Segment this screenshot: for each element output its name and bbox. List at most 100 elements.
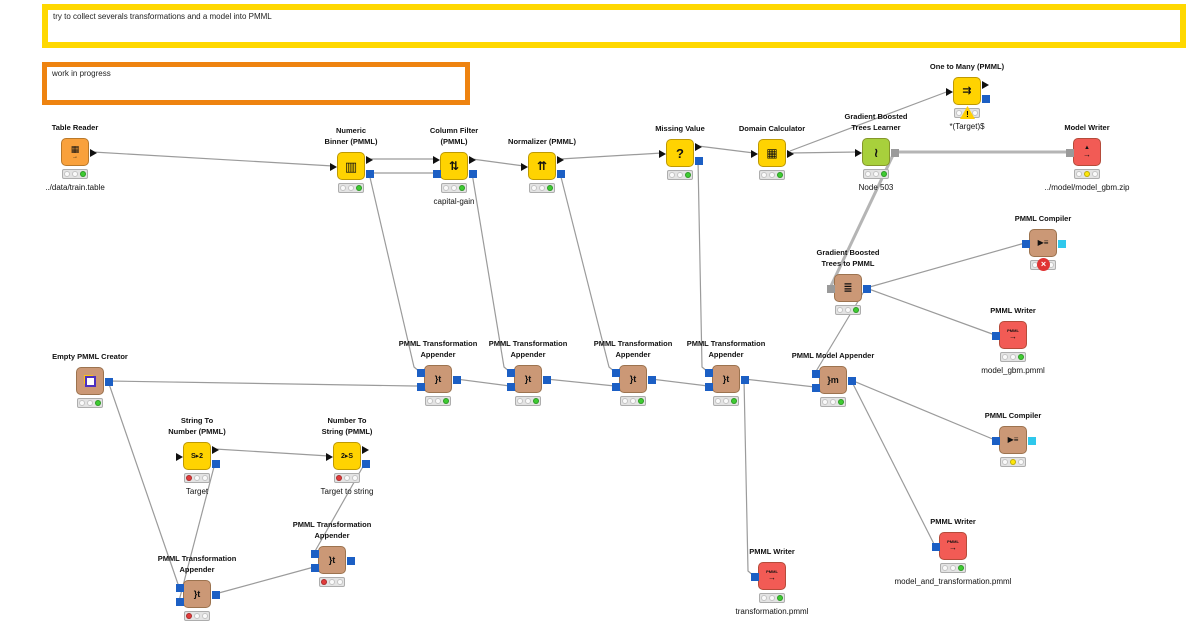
edge-5-data[interactable] [559, 152, 663, 160]
numeric-binner-in-tri-port[interactable] [330, 163, 337, 171]
pmml-compiler-1-out-cyan-port[interactable] [1058, 240, 1066, 248]
node-pmml-writer-2[interactable]: PMML → [751, 562, 786, 590]
column-filter-in-pmml-port[interactable] [433, 170, 441, 178]
transformation-appender-1-in-pmml-port[interactable] [417, 383, 425, 391]
node-transformation-appender-b[interactable]: }t [311, 546, 355, 574]
pmml-model-appender-in-pmml-port[interactable] [812, 384, 820, 392]
node-transformation-appender-2[interactable]: }t [507, 365, 551, 393]
number-to-string-out-pmml-port[interactable] [362, 460, 370, 468]
pmml-model-appender-in-pmml-port[interactable] [812, 370, 820, 378]
edge-16-pmml[interactable] [455, 378, 511, 387]
model-writer-in-model-port[interactable] [1066, 149, 1074, 157]
node-one-to-many[interactable]: ⇉ [946, 77, 990, 105]
transformation-appender-3-in-pmml-port[interactable] [612, 383, 620, 391]
edge-6-data[interactable] [697, 145, 755, 154]
transformation-appender-b-in-pmml-port[interactable] [311, 550, 319, 558]
string-to-number-out-tri-port[interactable] [212, 446, 219, 454]
empty-pmml-creator-out-pmml-port[interactable] [105, 378, 113, 386]
transformation-appender-2-in-pmml-port[interactable] [507, 383, 515, 391]
node-model-writer[interactable]: ▲ → [1066, 138, 1101, 166]
node-pmml-model-appender[interactable]: }m [812, 366, 856, 394]
transformation-appender-2-out-pmml-port[interactable] [543, 376, 551, 384]
gbt-to-pmml-out-pmml-port[interactable] [863, 285, 871, 293]
edge-21-pmml[interactable] [814, 287, 867, 374]
node-normalizer[interactable]: ⇈ [521, 152, 565, 180]
transformation-appender-2-in-pmml-port[interactable] [507, 369, 515, 377]
edge-26-pmml[interactable] [107, 380, 180, 588]
transformation-appender-1-out-pmml-port[interactable] [453, 376, 461, 384]
node-transformation-appender-3[interactable]: }t [612, 365, 656, 393]
pmml-compiler-2-in-pmml-port[interactable] [992, 437, 1000, 445]
node-pmml-compiler-1[interactable]: ▶≡ [1022, 229, 1066, 257]
number-to-string-out-tri-port[interactable] [362, 446, 369, 454]
table-reader-out-tri-port[interactable] [90, 149, 97, 157]
pmml-compiler-1-in-pmml-port[interactable] [1022, 240, 1030, 248]
domain-calculator-in-tri-port[interactable] [751, 150, 758, 158]
pmml-writer-1-in-pmml-port[interactable] [992, 332, 1000, 340]
node-domain-calculator[interactable]: ▦ [751, 139, 794, 167]
one-to-many-in-tri-port[interactable] [946, 88, 953, 96]
node-column-filter[interactable]: ⇅ [433, 152, 477, 180]
transformation-appender-b-in-pmml-port[interactable] [311, 564, 319, 572]
transformation-appender-4-in-pmml-port[interactable] [705, 369, 713, 377]
transformation-appender-a-in-pmml-port[interactable] [176, 584, 184, 592]
edge-1-data[interactable] [92, 151, 334, 167]
edge-7-data[interactable] [789, 151, 859, 154]
edge-23-pmml[interactable] [865, 287, 996, 336]
node-gbt-learner[interactable]: ≀ [855, 138, 899, 166]
transformation-appender-4-in-pmml-port[interactable] [705, 383, 713, 391]
missing-value-out-pmml-port[interactable] [695, 157, 703, 165]
pmml-compiler-2-out-cyan-port[interactable] [1028, 437, 1036, 445]
node-gbt-to-pmml[interactable]: ≣ [827, 274, 871, 302]
edge-18-pmml[interactable] [650, 378, 709, 387]
transformation-appender-3-out-pmml-port[interactable] [648, 376, 656, 384]
node-table-reader[interactable]: ▦ → [61, 138, 97, 166]
numeric-binner-out-tri-port[interactable] [366, 156, 373, 164]
edge-28-data[interactable] [214, 448, 330, 457]
annotation-wip[interactable]: work in progress [42, 62, 470, 105]
missing-value-out-tri-port[interactable] [695, 143, 702, 151]
missing-value-in-tri-port[interactable] [659, 150, 666, 158]
edge-8-data[interactable] [789, 90, 950, 152]
node-empty-pmml-creator[interactable] [76, 367, 113, 395]
pmml-writer-3-in-pmml-port[interactable] [932, 543, 940, 551]
edge-17-pmml[interactable] [545, 378, 616, 387]
edge-30-pmml[interactable] [214, 566, 315, 595]
node-pmml-writer-3[interactable]: PMML → [932, 532, 967, 560]
normalizer-out-tri-port[interactable] [557, 156, 564, 164]
normalizer-in-tri-port[interactable] [521, 163, 528, 171]
node-missing-value[interactable]: ? [659, 139, 703, 167]
transformation-appender-3-in-pmml-port[interactable] [612, 369, 620, 377]
string-to-number-in-tri-port[interactable] [176, 453, 183, 461]
node-number-to-string[interactable]: 2▸S [326, 442, 370, 470]
edge-15-pmml[interactable] [107, 380, 420, 387]
node-pmml-writer-1[interactable]: PMML → [992, 321, 1027, 349]
numeric-binner-out-pmml-port[interactable] [366, 170, 374, 178]
node-string-to-number[interactable]: S▸2 [176, 442, 220, 470]
node-transformation-appender-a[interactable]: }t [176, 580, 220, 608]
transformation-appender-a-in-pmml-port[interactable] [176, 598, 184, 606]
domain-calculator-out-tri-port[interactable] [787, 150, 794, 158]
edge-19-pmml[interactable] [743, 378, 816, 388]
node-transformation-appender-1[interactable]: }t [417, 365, 461, 393]
transformation-appender-b-out-pmml-port[interactable] [347, 557, 355, 565]
pmml-model-appender-out-pmml-port[interactable] [848, 377, 856, 385]
column-filter-out-pmml-port[interactable] [469, 170, 477, 178]
node-transformation-appender-4[interactable]: }t [705, 365, 749, 393]
transformation-appender-4-out-pmml-port[interactable] [741, 376, 749, 384]
transformation-appender-a-out-pmml-port[interactable] [212, 591, 220, 599]
edge-25-pmml[interactable] [850, 379, 936, 547]
transformation-appender-1-in-pmml-port[interactable] [417, 369, 425, 377]
node-numeric-binner[interactable]: ▥ [330, 152, 374, 180]
gbt-learner-out-model-port[interactable] [891, 149, 899, 157]
gbt-to-pmml-in-model-port[interactable] [827, 285, 835, 293]
one-to-many-out-tri-port[interactable] [982, 81, 989, 89]
node-pmml-compiler-2[interactable]: ▶≡ [992, 426, 1036, 454]
edge-27-pmml[interactable] [178, 462, 216, 602]
pmml-writer-2-in-pmml-port[interactable] [751, 573, 759, 581]
string-to-number-out-pmml-port[interactable] [212, 460, 220, 468]
gbt-learner-in-tri-port[interactable] [855, 149, 862, 157]
one-to-many-out-pmml-port[interactable] [982, 95, 990, 103]
annotation-goal[interactable]: try to collect severals transformations … [42, 4, 1186, 48]
column-filter-in-tri-port[interactable] [433, 156, 440, 164]
